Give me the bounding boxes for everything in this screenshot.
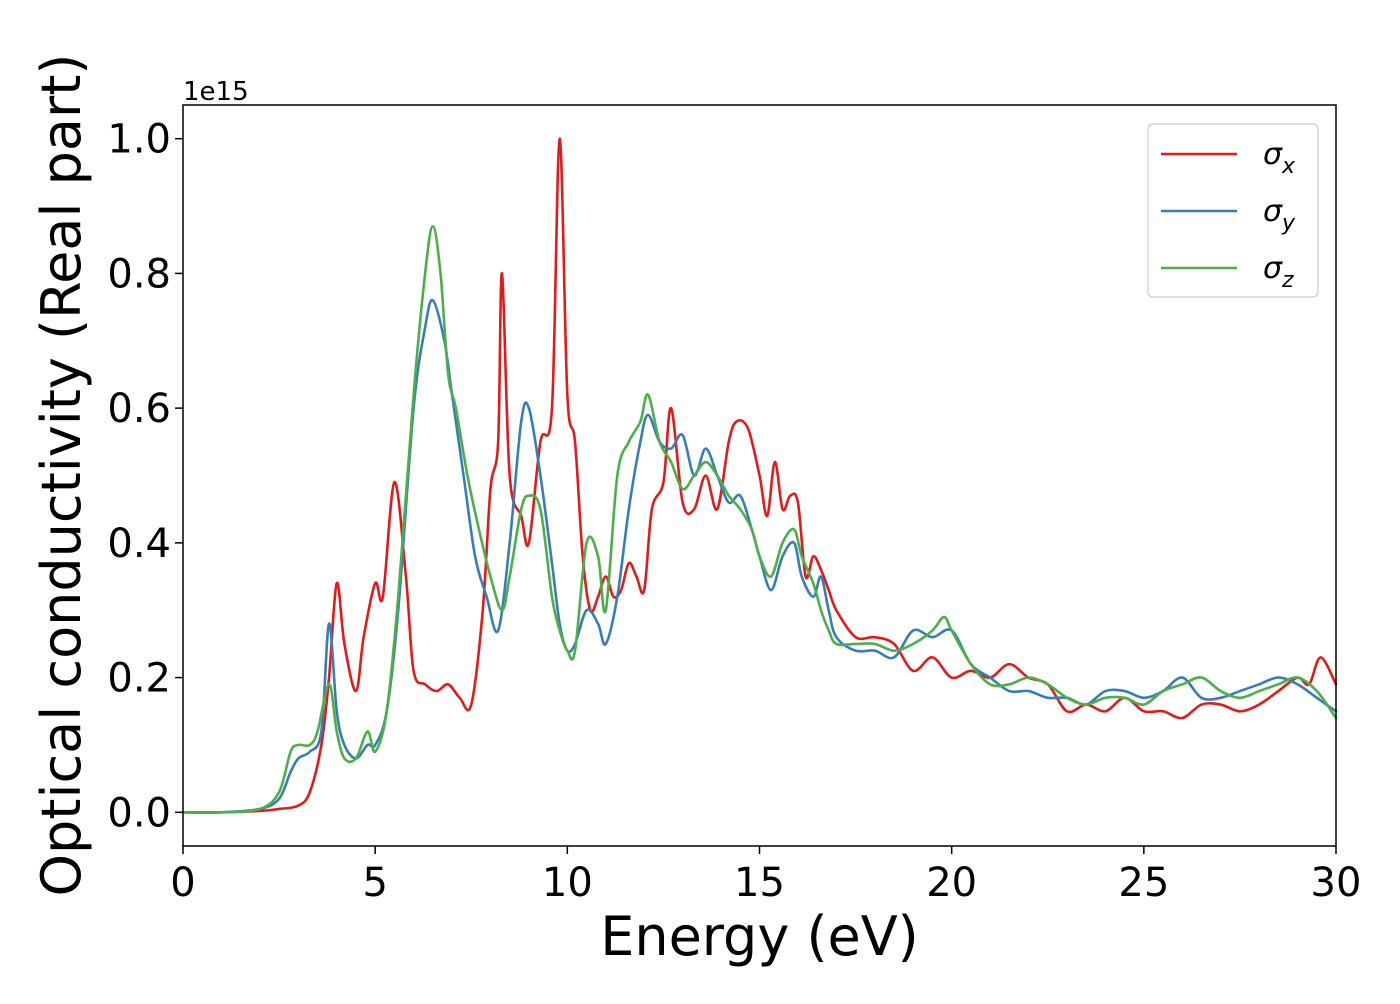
x-tick-label: 15 xyxy=(734,860,785,906)
y-tick-label: 1.0 xyxy=(107,117,171,163)
legend-label-z: σz xyxy=(1263,251,1294,293)
x-axis: 0 5 10 15 20 25 30 xyxy=(170,846,1361,906)
y-offset-label: 1e15 xyxy=(183,77,249,107)
y-axis: 0.0 0.2 0.4 0.6 0.8 1.0 xyxy=(107,117,183,836)
x-tick-label: 25 xyxy=(1118,860,1169,906)
series-layer xyxy=(181,137,1338,814)
x-tick-label: 30 xyxy=(1311,860,1362,906)
x-axis-label: Energy (eV) xyxy=(600,905,919,968)
x-tick-label: 20 xyxy=(926,860,977,906)
y-axis-label: Optical conductivity (Real part) xyxy=(30,54,93,897)
series-line-z xyxy=(181,224,1338,814)
y-tick-label: 0.2 xyxy=(107,656,171,702)
y-tick-label: 0.4 xyxy=(107,521,171,567)
legend: σx σy σz xyxy=(1147,123,1319,298)
x-tick-label: 5 xyxy=(362,860,387,906)
y-tick-label: 0.6 xyxy=(107,386,171,432)
y-tick-label: 0.8 xyxy=(107,251,171,297)
legend-label-y: σy xyxy=(1263,194,1296,236)
legend-label-x: σx xyxy=(1263,137,1296,179)
y-tick-label: 0.0 xyxy=(107,790,171,836)
x-tick-label: 10 xyxy=(542,860,593,906)
x-tick-label: 0 xyxy=(170,860,195,906)
